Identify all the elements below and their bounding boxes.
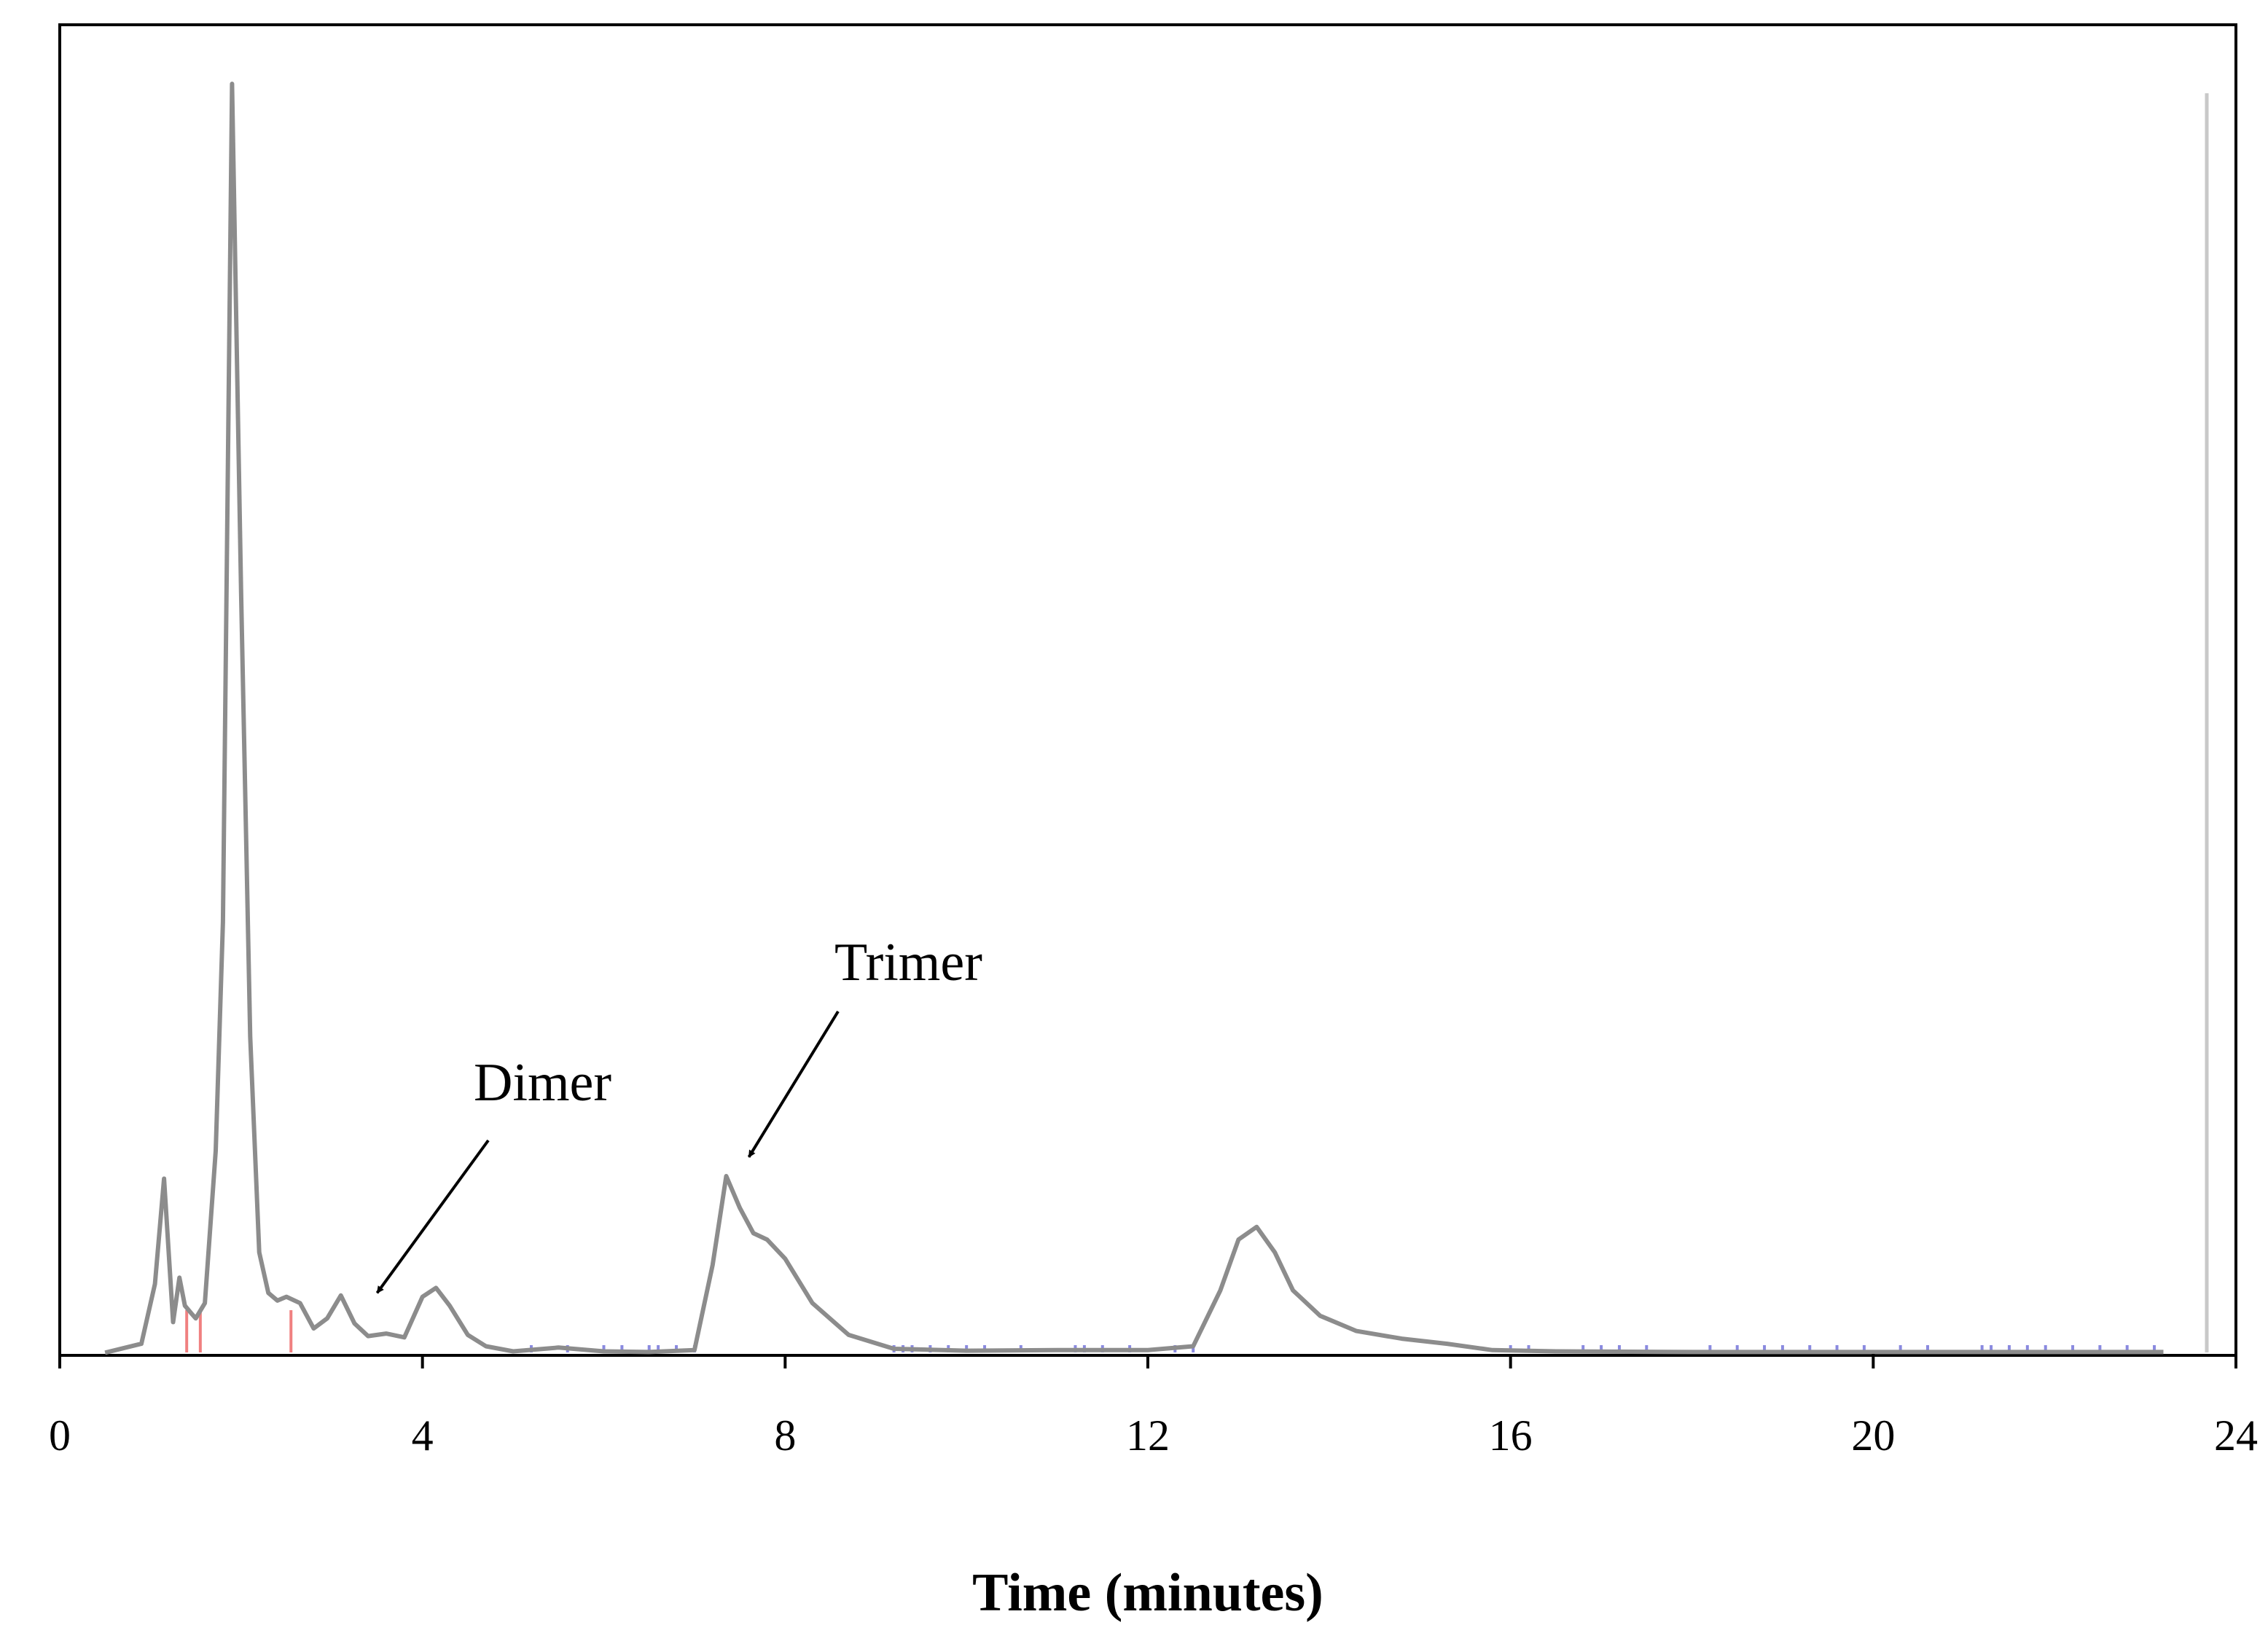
x-tick-label: 16 <box>1489 1411 1533 1460</box>
chromatogram-trace <box>104 82 2164 1355</box>
x-axis-ticks <box>58 1354 2237 1368</box>
x-tick-label: 20 <box>1851 1411 1895 1460</box>
annotation-trimer: Trimer <box>834 933 982 992</box>
annotation-dimer: Dimer <box>474 1053 611 1113</box>
annotation-arrow <box>375 1139 490 1294</box>
annotations: Dimer Trimer <box>375 933 982 1294</box>
x-tick-label: 4 <box>412 1411 434 1460</box>
x-axis-title: Time (minutes) <box>972 1563 1323 1623</box>
x-tick-label: 24 <box>2214 1411 2258 1460</box>
x-axis-tick-labels: 0 4 8 12 16 20 24 <box>49 1411 2258 1460</box>
annotation-arrow <box>747 1010 840 1158</box>
plot-frame <box>58 23 2237 1357</box>
x-tick-label: 0 <box>49 1411 71 1460</box>
x-tick-label: 8 <box>774 1411 796 1460</box>
x-tick-label: 12 <box>1126 1411 1170 1460</box>
